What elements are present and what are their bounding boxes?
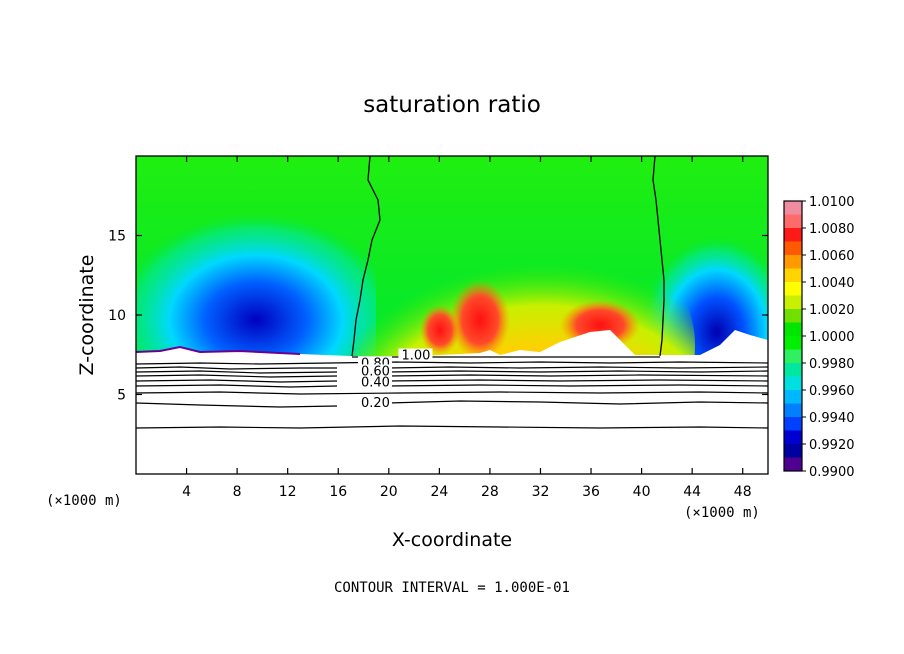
x-tick-label: 32: [532, 484, 550, 500]
x-tick-label: 8: [233, 484, 242, 500]
contour-label: 1.00: [401, 349, 430, 364]
contour-label: 0.20: [361, 396, 390, 411]
colorbar-label: 0.9940: [809, 411, 855, 426]
colorbar-band: [784, 214, 802, 229]
x-unit-left: (×1000 m): [46, 493, 122, 509]
colorbar-band: [784, 268, 802, 283]
contour-1.00-left: [351, 156, 381, 357]
y-tick-label: 5: [117, 388, 126, 404]
x-axis-label: X-coordinate: [392, 529, 512, 551]
contour-0.95: [136, 361, 768, 365]
contour-label-bg: [357, 396, 392, 410]
colorbar-label: 0.9920: [809, 438, 855, 453]
x-tick-label: 4: [182, 484, 191, 500]
colorbar-band: [784, 322, 802, 337]
x-unit-right: (×1000 m): [684, 505, 760, 521]
colorbar-band: [784, 403, 802, 418]
x-tick-label: 20: [380, 484, 398, 500]
colorbar: 1.0100 1.0080 1.0060 1.0040 1.0020 1.0000 0.99…: [783, 195, 855, 480]
contour-0.40: [136, 384, 768, 388]
contour-0.30: [136, 391, 768, 395]
hot-core-3: [420, 305, 460, 355]
y-tick-label: 15: [108, 229, 126, 245]
colorbar-band: [784, 390, 802, 404]
colorbar-band: [784, 430, 802, 445]
lower-region: [136, 330, 768, 474]
colorbar-label: 0.9960: [809, 384, 855, 399]
contour-0.70: [136, 370, 768, 374]
contour-label-bg: [357, 364, 392, 378]
colorbar-label: 1.0000: [809, 330, 855, 345]
colorbar-label: 0.9900: [809, 465, 855, 480]
colorbar-band: [784, 376, 802, 391]
colorbar-label: 1.0080: [809, 222, 855, 237]
contour-1.00-right: [652, 156, 665, 357]
colorbar-band: [784, 228, 802, 242]
colorbar-label: 1.0040: [809, 276, 855, 291]
contour-0.10: [136, 425, 768, 429]
contour-labels: 1.000.800.600.400.20: [357, 348, 433, 411]
left-cold-region: [136, 176, 376, 356]
colorbar-band: [784, 295, 802, 310]
y-axis-ticks: 5 10 15: [108, 229, 768, 404]
y-tick-label: 10: [108, 308, 126, 324]
contour-0.50: [136, 379, 768, 383]
colorbar-band: [784, 336, 802, 350]
colorbar-band: [784, 241, 802, 256]
x-tick-label: 12: [279, 484, 297, 500]
colorbar-band: [784, 255, 802, 269]
colorbar-band: [784, 457, 802, 472]
colorbar-band: [784, 444, 802, 458]
x-tick-label: 40: [633, 484, 651, 500]
x-tick-label: 44: [683, 484, 701, 500]
hot-core-1: [450, 280, 510, 360]
x-tick-label: 28: [481, 484, 499, 500]
contour-0.20: [136, 400, 768, 408]
contour-0.80: [136, 366, 768, 370]
contour-0.60: [136, 374, 768, 378]
contour-label-bg: [398, 348, 433, 362]
colorbar-label: 1.0020: [809, 303, 855, 318]
x-tick-label: 36: [582, 484, 600, 500]
x-tick-label: 24: [430, 484, 448, 500]
chart-title: saturation ratio: [363, 92, 541, 118]
x-axis-ticks: 4 8 12 16 20 24 28 32 36 40 44 48: [182, 156, 752, 500]
colorbar-band: [784, 309, 802, 323]
lower-fringe: [136, 345, 301, 355]
colorbar-band: [784, 282, 802, 296]
colorbar-label: 1.0100: [809, 195, 855, 210]
colorbar-band: [784, 417, 802, 431]
contour-interval-footer: CONTOUR INTERVAL = 1.000E-01: [334, 580, 570, 596]
colorbar-label: 1.0060: [809, 249, 855, 264]
colorbar-label: 0.9980: [809, 357, 855, 372]
contour-label-bg: [357, 375, 392, 389]
colorbar-band: [784, 349, 802, 364]
plot-field: [136, 156, 768, 474]
x-tick-label: 48: [734, 484, 752, 500]
colorbar-band: [784, 201, 802, 215]
y-axis-label: Z-coordinate: [76, 255, 98, 376]
colorbar-band: [784, 363, 802, 377]
x-tick-label: 16: [329, 484, 347, 500]
contour-label: 0.40: [361, 376, 390, 391]
